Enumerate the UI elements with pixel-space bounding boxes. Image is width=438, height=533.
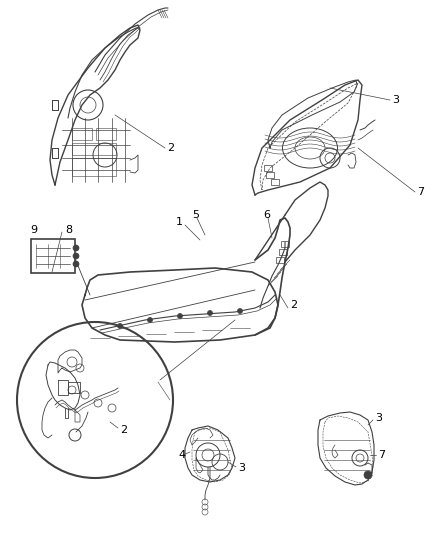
- Text: 2: 2: [120, 425, 127, 435]
- Text: 9: 9: [30, 225, 37, 235]
- Bar: [271, 179, 279, 185]
- Text: 2: 2: [290, 300, 297, 310]
- Text: 3: 3: [392, 95, 399, 105]
- Circle shape: [148, 318, 152, 322]
- Text: 2: 2: [167, 143, 174, 153]
- Bar: [266, 172, 274, 178]
- Circle shape: [364, 471, 372, 479]
- Text: 4: 4: [178, 450, 185, 460]
- Bar: [281, 241, 289, 247]
- Bar: [72, 158, 116, 176]
- Text: 7: 7: [417, 187, 424, 197]
- Text: 3: 3: [375, 413, 382, 423]
- Circle shape: [117, 324, 123, 328]
- Bar: [96, 128, 116, 140]
- Text: 1: 1: [176, 217, 183, 227]
- Bar: [279, 249, 287, 255]
- Circle shape: [208, 311, 212, 316]
- Text: 8: 8: [65, 225, 72, 235]
- Circle shape: [73, 245, 79, 251]
- Text: 5: 5: [192, 210, 199, 220]
- Bar: [264, 165, 272, 171]
- Circle shape: [237, 309, 243, 313]
- Text: 6: 6: [263, 210, 270, 220]
- Bar: [72, 128, 92, 140]
- Circle shape: [73, 253, 79, 259]
- Bar: [276, 257, 284, 263]
- Circle shape: [177, 313, 183, 319]
- Text: 7: 7: [378, 450, 385, 460]
- Text: 3: 3: [238, 463, 245, 473]
- FancyBboxPatch shape: [31, 239, 75, 273]
- Circle shape: [73, 261, 79, 267]
- Bar: [72, 143, 116, 155]
